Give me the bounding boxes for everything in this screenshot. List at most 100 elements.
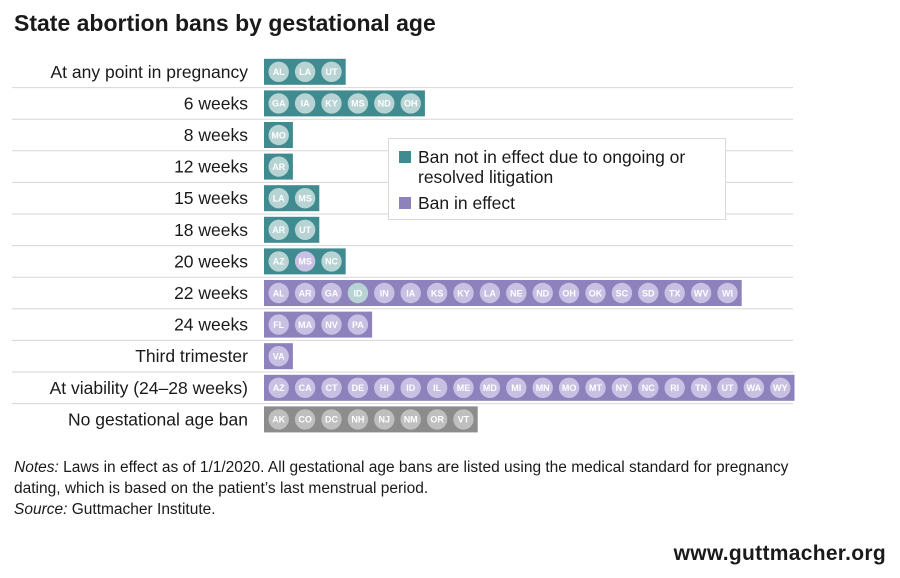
- row-label: 8 weeks: [184, 125, 248, 145]
- state-code: UT: [326, 67, 338, 77]
- state-code: ND: [536, 288, 549, 298]
- state-code: SC: [616, 288, 629, 298]
- state-chip: [268, 377, 289, 398]
- chart-notes: Notes: Laws in effect as of 1/1/2020. Al…: [14, 457, 814, 520]
- state-chip: [717, 377, 738, 398]
- state-code: DC: [325, 415, 338, 425]
- state-chip: [426, 377, 448, 398]
- row-label: 12 weeks: [174, 157, 248, 177]
- state-chip: [532, 377, 553, 398]
- state-chip: [664, 377, 685, 398]
- state-chip: [294, 219, 316, 240]
- row-label: 20 weeks: [174, 251, 248, 271]
- state-code: MO: [562, 383, 577, 393]
- state-code: OR: [430, 415, 444, 425]
- state-code: MO: [271, 130, 286, 140]
- state-chip: [347, 314, 369, 335]
- legend: Ban not in effect due to ongoing or reso…: [388, 138, 726, 220]
- state-code: LA: [299, 67, 311, 77]
- state-chip: [294, 188, 316, 209]
- state-chip: [268, 346, 289, 367]
- state-code: MI: [511, 383, 521, 393]
- state-code: OK: [589, 288, 603, 298]
- state-chip: [611, 282, 633, 304]
- state-chip: [268, 314, 289, 335]
- state-chip: [585, 377, 606, 398]
- row-label: At viability (24–28 weeks): [50, 378, 248, 398]
- state-chip: [664, 282, 685, 304]
- state-chip: [400, 409, 421, 430]
- state-chip: [743, 377, 765, 398]
- row-label: At any point in pregnancy: [51, 62, 249, 82]
- state-chip: [453, 282, 474, 304]
- state-chip: [638, 377, 659, 398]
- chart-row: At viability (24–28 weeks) AZ CA CT DE HI ID IL…: [12, 371, 795, 401]
- state-chip: [479, 377, 501, 398]
- state-chip: [426, 409, 448, 430]
- state-code: MD: [483, 383, 497, 393]
- state-chip: [321, 61, 342, 82]
- chart-title: State abortion bans by gestational age: [14, 10, 436, 36]
- state-code: GA: [272, 99, 286, 109]
- state-code: AL: [273, 288, 285, 298]
- legend-swatch-litigation: [399, 151, 411, 163]
- state-code: TX: [669, 288, 681, 298]
- state-code: UT: [299, 225, 311, 235]
- state-chip: [374, 409, 395, 430]
- row-label: 22 weeks: [174, 283, 248, 303]
- state-code: MS: [298, 194, 312, 204]
- state-code: ND: [378, 99, 391, 109]
- state-code: NC: [642, 383, 655, 393]
- state-chip: [294, 377, 316, 398]
- chart-row: 6 weeks GA IA KY MS ND OH: [12, 87, 793, 117]
- state-chip: [347, 409, 369, 430]
- state-chip: [374, 377, 395, 398]
- state-chip: [321, 314, 342, 335]
- state-code: DE: [352, 383, 365, 393]
- state-chip: [611, 377, 633, 398]
- legend-label-litigation: Ban not in effect due to ongoing or reso…: [418, 147, 686, 187]
- chart-row: 20 weeks AZ MS NC: [12, 245, 793, 275]
- source-text: Guttmacher Institute.: [67, 501, 216, 518]
- chart-row: No gestational age ban AK CO DC NH NJ NM OR VT: [12, 403, 793, 433]
- state-chip: [347, 93, 369, 114]
- row-label: 24 weeks: [174, 315, 248, 335]
- state-code: NY: [616, 383, 629, 393]
- gestational-ban-chart: At any point in pregnancy AL LA UT 6 weeks GA…: [12, 58, 795, 433]
- state-code: MN: [536, 383, 550, 393]
- state-code: WA: [747, 383, 762, 393]
- state-code: NM: [404, 415, 418, 425]
- state-code: OH: [562, 288, 576, 298]
- chart-row: Third trimester VA: [12, 339, 793, 370]
- state-code: GA: [325, 288, 339, 298]
- state-chip: [294, 409, 316, 430]
- state-chip: [453, 409, 474, 430]
- state-chip: [347, 282, 369, 304]
- state-chip: [294, 282, 316, 304]
- row-label: 15 weeks: [174, 188, 248, 208]
- state-code: SD: [642, 288, 655, 298]
- state-code: NE: [510, 288, 523, 298]
- state-chip: [400, 377, 421, 398]
- state-chip: [268, 61, 289, 82]
- state-chip: [717, 282, 738, 304]
- state-chip: [268, 219, 289, 240]
- state-chip: [321, 377, 342, 398]
- state-chip: [558, 282, 580, 304]
- state-code: KY: [457, 288, 470, 298]
- state-chip: [268, 409, 289, 430]
- state-chip: [638, 282, 659, 304]
- state-code: AZ: [273, 257, 285, 267]
- state-chip: [374, 282, 395, 304]
- state-chip: [690, 377, 712, 398]
- state-code: AR: [272, 162, 285, 172]
- state-code: OH: [404, 99, 418, 109]
- state-chip: [294, 93, 316, 114]
- chart-row: 8 weeks MO: [12, 118, 793, 148]
- row-label: No gestational age ban: [68, 409, 248, 429]
- state-code: UT: [722, 383, 734, 393]
- state-code: WI: [722, 288, 733, 298]
- state-code: NH: [351, 415, 364, 425]
- state-code: WY: [773, 383, 788, 393]
- state-code: WV: [694, 288, 709, 298]
